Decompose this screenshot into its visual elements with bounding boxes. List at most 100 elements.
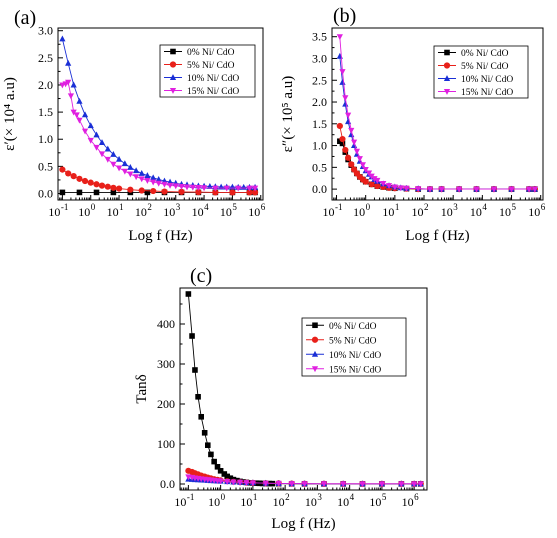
series-line — [62, 81, 256, 189]
x-axis-label: Log f (Hz) — [128, 228, 192, 244]
data-point — [195, 394, 201, 400]
data-point — [87, 179, 94, 186]
y-tick-label: 1.5 — [38, 105, 53, 119]
y-tick-label: 200 — [157, 397, 175, 411]
data-point — [144, 172, 151, 179]
legend-label: 5% Ni/ CdO — [329, 336, 377, 346]
x-tick-label: 10-1 — [174, 492, 194, 509]
legend-label: 0% Ni/ CdO — [329, 322, 377, 332]
data-point — [339, 140, 346, 147]
data-point — [59, 35, 66, 42]
data-point — [104, 183, 111, 190]
data-point — [110, 184, 117, 191]
data-point — [93, 181, 100, 188]
legend-label: 15% Ni/ CdO — [329, 365, 381, 375]
data-point — [87, 137, 94, 144]
data-point — [345, 154, 352, 161]
data-point — [262, 480, 269, 487]
x-tick-exponent: 6 — [414, 492, 419, 502]
x-axis-label: Log f (Hz) — [405, 228, 469, 244]
data-point — [70, 81, 77, 88]
data-point — [166, 182, 174, 189]
data-point — [65, 59, 72, 66]
x-tick-exponent: 0 — [221, 492, 226, 502]
data-point — [525, 186, 533, 193]
data-point — [234, 477, 240, 484]
data-point — [104, 156, 111, 163]
y-tick-label: 3.0 — [312, 51, 327, 65]
data-point — [115, 165, 123, 172]
legend-marker — [311, 336, 319, 343]
data-point — [205, 442, 211, 448]
y-tick-label: 1.0 — [312, 139, 327, 153]
legend-marker — [311, 366, 319, 373]
y-tick-label: 0.0 — [160, 477, 175, 491]
data-point — [345, 112, 352, 119]
data-point — [368, 181, 375, 188]
x-tick-label: 105 — [369, 492, 387, 509]
data-point — [229, 189, 236, 196]
panel-label: (a) — [14, 7, 36, 29]
data-point — [426, 186, 434, 193]
data-point — [161, 181, 168, 188]
x-tick-exponent: 1 — [119, 202, 124, 212]
legend-label: 0% Ni/ CdO — [187, 48, 235, 58]
data-point — [403, 185, 410, 192]
data-point — [417, 481, 424, 488]
data-point — [342, 100, 349, 107]
data-point — [339, 79, 346, 85]
data-point — [320, 481, 328, 488]
x-tick-label: 102 — [273, 492, 290, 509]
data-point — [211, 458, 217, 465]
legend-label: 15% Ni/ CdO — [461, 88, 513, 98]
data-point — [288, 481, 295, 488]
x-tick-label: 10-1 — [323, 202, 343, 219]
data-point — [65, 79, 72, 86]
data-point — [76, 175, 83, 182]
data-point — [93, 131, 100, 138]
x-tick-exponent: -1 — [187, 492, 195, 502]
data-point — [76, 117, 83, 124]
x-tick-exponent: 0 — [91, 202, 96, 212]
panel-label: (b) — [333, 5, 356, 27]
data-point — [110, 151, 117, 157]
legend-marker — [169, 74, 177, 80]
x-tick-label: 106 — [248, 202, 266, 219]
data-point — [356, 156, 363, 163]
y-tick-label: 1.5 — [312, 117, 327, 131]
data-point — [359, 481, 366, 488]
data-point — [185, 291, 192, 297]
y-tick-label: 2.5 — [312, 73, 327, 87]
data-point — [251, 189, 259, 196]
data-point — [195, 185, 202, 191]
legend-label: 10% Ni/ CdO — [187, 74, 239, 84]
data-point — [362, 167, 369, 173]
data-point — [73, 112, 80, 119]
data-point — [150, 179, 157, 186]
data-point — [198, 414, 205, 420]
data-point — [138, 176, 145, 183]
x-tick-exponent: 3 — [317, 492, 322, 502]
data-point — [353, 148, 361, 155]
y-tick-label: 0.5 — [312, 160, 327, 174]
data-point — [144, 177, 151, 184]
data-point — [217, 468, 224, 474]
data-point — [224, 479, 231, 485]
data-point — [301, 481, 308, 488]
data-point — [121, 160, 128, 167]
data-point — [235, 185, 242, 192]
data-point — [508, 186, 515, 193]
data-point — [110, 161, 117, 168]
data-point — [127, 164, 134, 170]
y-tick-label: 2.5 — [38, 51, 53, 65]
data-point — [81, 177, 89, 185]
data-point — [178, 188, 185, 195]
x-tick-label: 104 — [337, 492, 355, 509]
data-point — [348, 161, 355, 168]
data-point — [144, 189, 151, 196]
data-point — [104, 145, 111, 152]
y-tick-label: 0.0 — [38, 186, 53, 200]
data-point — [438, 186, 445, 193]
data-point — [411, 481, 418, 488]
